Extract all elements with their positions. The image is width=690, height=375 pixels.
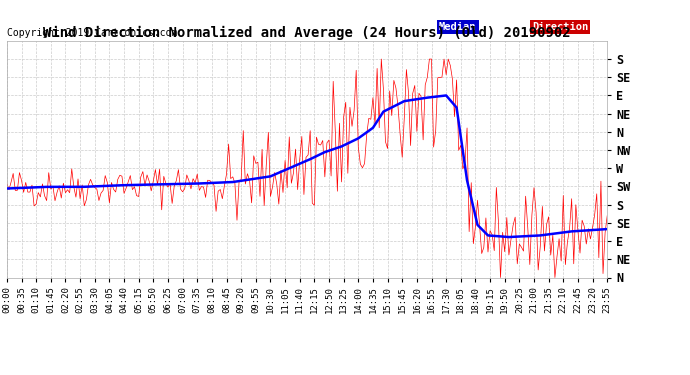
Title: Wind Direction Normalized and Average (24 Hours) (Old) 20190902: Wind Direction Normalized and Average (2… bbox=[43, 26, 571, 40]
Text: Copyright 2019 Cartronics.com: Copyright 2019 Cartronics.com bbox=[7, 28, 177, 38]
Text: Median: Median bbox=[439, 22, 477, 32]
Text: Direction: Direction bbox=[532, 22, 589, 32]
